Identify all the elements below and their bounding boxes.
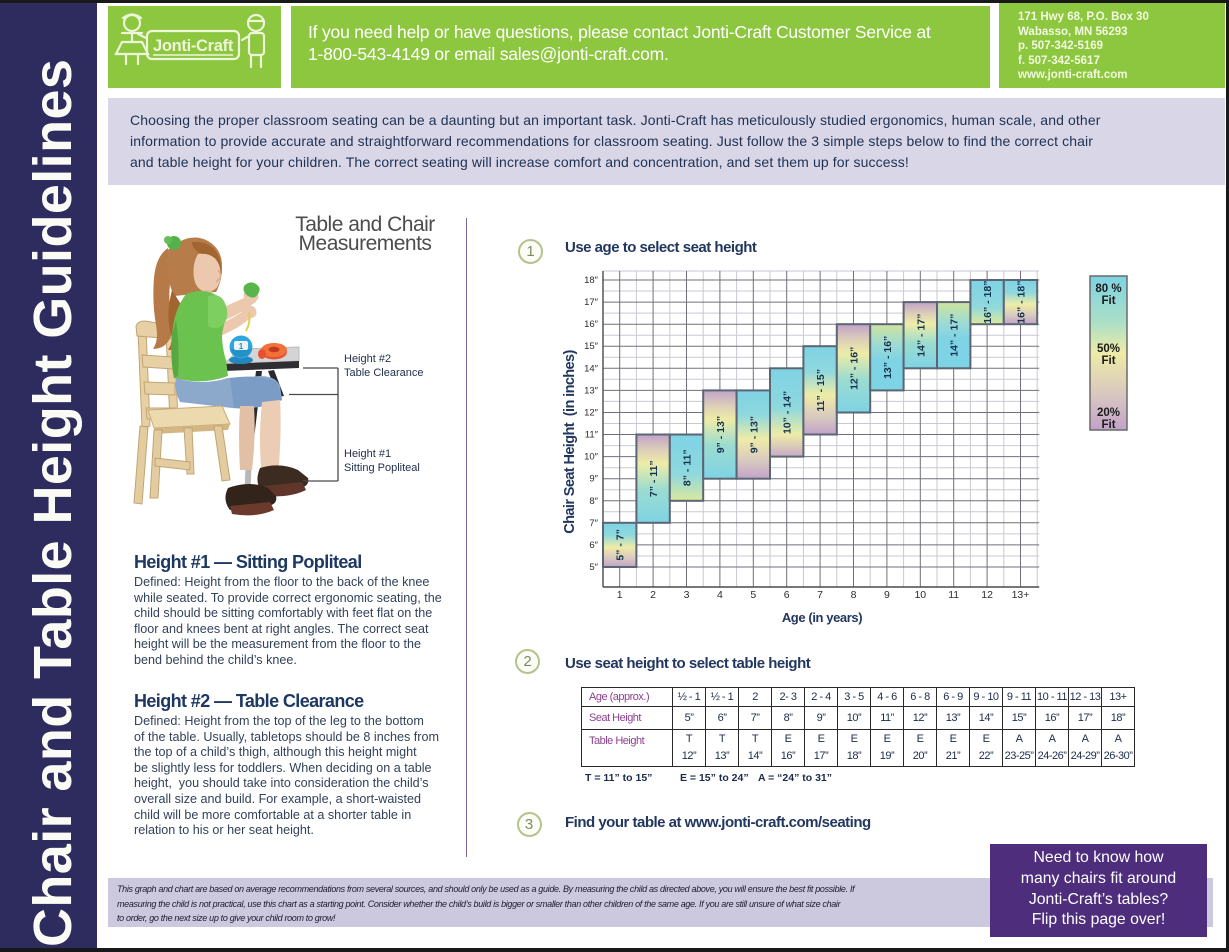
- svg-text:9” - 13”: 9” - 13”: [748, 416, 760, 453]
- svg-text:13+: 13+: [1012, 589, 1030, 601]
- svg-text:16” - 18”: 16” - 18”: [982, 280, 994, 323]
- svg-text:9” - 13”: 9” - 13”: [715, 416, 727, 453]
- svg-text:10″: 10″: [584, 452, 599, 463]
- svg-text:11” - 15”: 11” - 15”: [815, 369, 827, 412]
- svg-text:4: 4: [717, 589, 723, 601]
- svg-text:9″: 9″: [589, 474, 598, 485]
- svg-text:13” - 16”: 13” - 16”: [882, 336, 894, 379]
- svg-text:17″: 17″: [584, 297, 599, 308]
- svg-text:13″: 13″: [584, 385, 599, 396]
- svg-text:12” - 16”: 12” - 16”: [849, 347, 861, 390]
- svg-text:12″: 12″: [584, 408, 599, 419]
- svg-text:14” - 17”: 14” - 17”: [949, 314, 961, 357]
- svg-text:Fit: Fit: [1101, 355, 1115, 367]
- svg-text:8″: 8″: [589, 496, 598, 507]
- svg-text:10” - 14”: 10” - 14”: [782, 391, 794, 434]
- svg-text:14″: 14″: [584, 363, 599, 374]
- svg-text:16” - 18”: 16” - 18”: [1016, 280, 1028, 323]
- svg-text:15″: 15″: [584, 341, 599, 352]
- svg-text:16″: 16″: [584, 319, 599, 330]
- svg-text:5″: 5″: [589, 562, 598, 573]
- svg-text:Jonti-Craft: Jonti-Craft: [153, 37, 234, 55]
- svg-text:Age (in years): Age (in years): [782, 610, 862, 625]
- svg-text:12: 12: [981, 589, 993, 601]
- svg-text:7: 7: [817, 589, 823, 601]
- svg-text:8: 8: [851, 589, 857, 601]
- svg-text:14” - 17”: 14” - 17”: [915, 314, 927, 357]
- svg-text:6″: 6″: [589, 540, 598, 551]
- svg-text:7″: 7″: [589, 518, 598, 529]
- svg-text:3: 3: [684, 589, 690, 601]
- svg-text:11″: 11″: [585, 430, 599, 441]
- svg-text:50%: 50%: [1097, 343, 1120, 355]
- svg-text:18″: 18″: [584, 275, 599, 286]
- svg-text:2: 2: [650, 589, 656, 601]
- svg-text:Chair Seat Height (in inches): Chair Seat Height (in inches): [562, 350, 578, 534]
- svg-text:9: 9: [884, 589, 890, 601]
- svg-text:7” - 11”: 7” - 11”: [648, 460, 660, 497]
- svg-text:1: 1: [239, 342, 244, 351]
- svg-text:5: 5: [750, 589, 756, 601]
- svg-text:10: 10: [914, 589, 926, 601]
- svg-text:5” - 7”: 5” - 7”: [615, 529, 627, 561]
- svg-text:20%: 20%: [1097, 407, 1120, 419]
- svg-text:11: 11: [948, 589, 959, 601]
- svg-text:8” - 11”: 8” - 11”: [682, 449, 694, 486]
- svg-text:Fit: Fit: [1101, 419, 1115, 431]
- svg-text:6: 6: [784, 589, 790, 601]
- svg-text:Fit: Fit: [1101, 295, 1115, 307]
- svg-text:80 %: 80 %: [1095, 283, 1121, 295]
- svg-text:1: 1: [617, 589, 623, 601]
